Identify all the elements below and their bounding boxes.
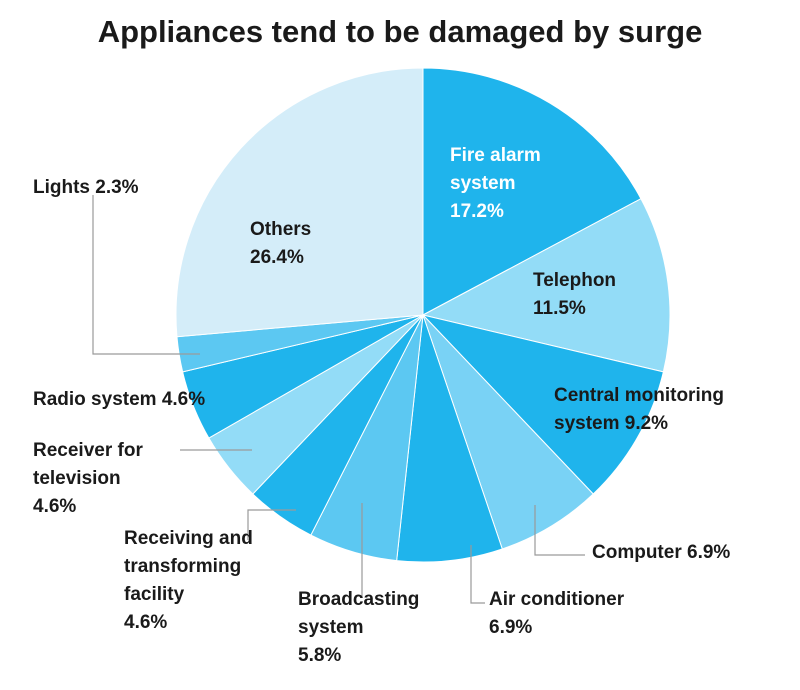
slice-label-line: Receiving and — [124, 528, 253, 549]
chart-title: Appliances tend to be damaged by surge — [97, 14, 703, 49]
slice-label-line: Air conditioner — [489, 589, 625, 610]
slice-label-line: 17.2% — [450, 201, 504, 222]
leader-line-lights-2-3 — [92, 195, 200, 355]
slice-label-broadcasting: Broadcasting system 5.8% — [298, 586, 419, 670]
slice-label-fire-alarm: Fire alarm system 17.2% — [450, 142, 541, 226]
slice-label-line: Radio system 4.6% — [33, 389, 206, 410]
slice-label-line: Computer 6.9% — [592, 542, 731, 563]
slice-label-line: Broadcasting — [298, 589, 420, 610]
pie-slice-central-monitoring — [421, 314, 664, 495]
slice-label-line: television — [33, 468, 121, 489]
slice-label-radio-system-4-6: Radio system 4.6% — [33, 386, 205, 414]
slice-label-line: Telephon — [533, 270, 617, 291]
pie-slice-telephon — [421, 198, 671, 373]
leader-line-computer-6-9 — [534, 505, 585, 556]
slice-label-line: Others — [250, 219, 312, 240]
slice-label-line: system — [298, 617, 364, 638]
slice-label-line: 6.9% — [489, 617, 533, 638]
slice-label-line: 4.6% — [124, 612, 168, 633]
pie-slice-others — [175, 67, 424, 338]
leader-line-air-conditioner — [470, 545, 485, 604]
slice-label-receiving-and: Receiving and transforming facility 4.6% — [124, 525, 253, 637]
slice-label-line: 5.8% — [298, 645, 342, 666]
pie-slice-air-conditioner — [396, 314, 503, 563]
slice-label-lights-2-3: Lights 2.3% — [33, 174, 139, 202]
slice-label-air-conditioner: Air conditioner 6.9% — [489, 586, 624, 642]
slice-label-line: transforming — [124, 556, 242, 577]
leader-line-receiving-and — [247, 509, 296, 540]
slice-label-line: facility — [124, 584, 185, 605]
slice-label-line: 4.6% — [33, 496, 77, 517]
slice-label-computer-6-9: Computer 6.9% — [592, 539, 730, 567]
slice-label-receiver-for: Receiver for television 4.6% — [33, 437, 143, 521]
slice-label-line: 26.4% — [250, 247, 304, 268]
slice-label-line: system 9.2% — [554, 413, 669, 434]
slice-label-line: Receiver for — [33, 440, 143, 461]
pie-slice-computer-6-9 — [422, 314, 594, 550]
slice-label-line: Lights 2.3% — [33, 177, 139, 198]
slice-label-line: Fire alarm — [450, 145, 541, 166]
slice-label-telephon: Telephon 11.5% — [533, 267, 616, 323]
slice-label-others: Others 26.4% — [250, 216, 311, 272]
slice-label-line: system — [450, 173, 516, 194]
slice-label-central-monitoring: Central monitoring system 9.2% — [554, 382, 724, 438]
pie-slice-fire-alarm — [422, 67, 642, 316]
slice-label-line: 11.5% — [533, 298, 586, 319]
slice-label-line: Central monitoring — [554, 385, 724, 406]
